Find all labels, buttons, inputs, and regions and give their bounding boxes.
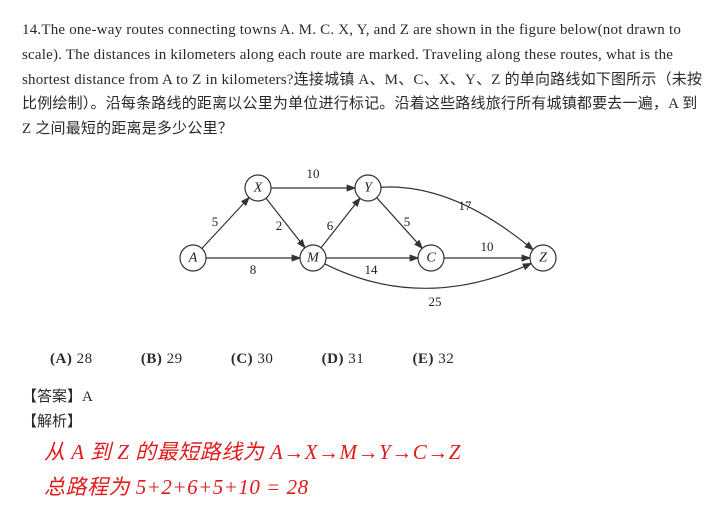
explanation-label: 【解析】 (22, 410, 704, 435)
svg-text:C: C (426, 250, 436, 265)
choice-b: (B) 29 (141, 351, 205, 367)
handwriting-line-2: 总路程为 5+2+6+5+10 = 28 (44, 470, 704, 506)
svg-text:2: 2 (276, 218, 283, 233)
answer-label: 【答案】 (22, 389, 82, 405)
handwriting-line-1: 从 A 到 Z 的最短路线为 A→X→M→Y→C→Z (44, 435, 704, 471)
question-number: 14. (22, 22, 41, 38)
choice-d: (D) 31 (322, 351, 387, 367)
routes-graph: 528106514171025AXMYCZ (133, 148, 593, 328)
svg-text:M: M (306, 250, 320, 265)
svg-text:8: 8 (250, 262, 257, 277)
choice-e: (E) 32 (412, 351, 476, 367)
svg-text:10: 10 (481, 239, 494, 254)
svg-text:Z: Z (539, 250, 547, 265)
svg-text:17: 17 (459, 198, 473, 213)
choice-a: (A) 28 (50, 351, 115, 367)
svg-text:14: 14 (365, 262, 379, 277)
question-block: 14.The one-way routes connecting towns A… (22, 18, 704, 142)
answer-value: A (82, 389, 93, 405)
svg-text:25: 25 (429, 294, 442, 309)
svg-text:5: 5 (212, 214, 219, 229)
network-diagram: 528106514171025AXMYCZ (22, 148, 704, 337)
choice-c: (C) 30 (231, 351, 296, 367)
svg-text:A: A (188, 250, 198, 265)
answer-line: 【答案】A (22, 385, 704, 410)
svg-text:10: 10 (307, 166, 320, 181)
svg-text:5: 5 (404, 214, 411, 229)
svg-text:6: 6 (327, 218, 334, 233)
svg-text:X: X (253, 180, 263, 195)
answer-choices: (A) 28 (B) 29 (C) 30 (D) 31 (E) 32 (50, 347, 704, 372)
